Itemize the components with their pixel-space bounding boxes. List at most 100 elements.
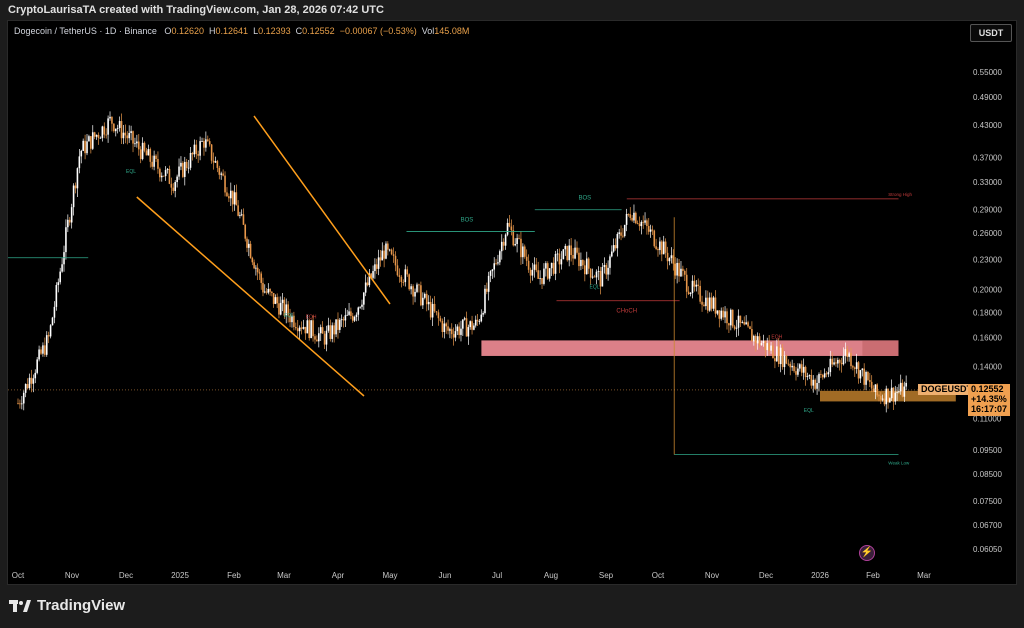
candle-body: [452, 334, 455, 338]
candle-body: [735, 327, 738, 329]
candle-body: [185, 161, 188, 169]
candle-body: [518, 238, 520, 239]
candle-body: [53, 306, 56, 318]
candle-body: [622, 235, 624, 237]
candle-body: [703, 304, 705, 307]
candle-body: [456, 326, 459, 332]
candle-body: [137, 141, 140, 150]
candle-body: [833, 362, 835, 365]
x-tick-label: Nov: [705, 571, 719, 580]
candle-body: [149, 149, 152, 162]
candle-body: [760, 342, 763, 346]
y-tick-label: 0.18000: [973, 308, 1002, 317]
bos-annotation: BOS: [461, 218, 474, 224]
candle-body: [800, 364, 803, 373]
candle-body: [616, 233, 619, 249]
tradingview-logo[interactable]: TradingView: [9, 597, 125, 614]
candle-body: [614, 245, 617, 249]
candle-body: [445, 323, 448, 327]
candle-body: [853, 367, 856, 369]
candle-body: [267, 288, 270, 293]
candle-body: [510, 226, 513, 231]
candle-body: [529, 269, 532, 276]
candle-body: [400, 276, 403, 282]
candle-body: [618, 232, 620, 234]
candle-body: [870, 381, 873, 389]
candle-body: [625, 213, 628, 225]
chart-frame[interactable]: [7, 20, 1017, 585]
candle-body: [120, 121, 123, 139]
candle-body: [116, 127, 119, 129]
candle-body: [812, 379, 815, 386]
candle-body: [153, 155, 155, 167]
candle-body: [379, 257, 382, 261]
candle-body: [787, 363, 790, 365]
y-tick-label: 0.37000: [973, 153, 1002, 162]
x-tick-label: Jun: [439, 571, 452, 580]
candle-body: [269, 288, 271, 292]
y-tick-label: 0.29000: [973, 206, 1002, 215]
candle-body: [582, 260, 584, 266]
candle-body: [351, 315, 354, 321]
symbol-name: Dogecoin / TetherUS · 1D · Binance: [14, 26, 157, 36]
candle-body: [855, 362, 858, 369]
candle-body: [141, 142, 144, 160]
candle-body: [837, 359, 839, 364]
candle-body: [568, 245, 570, 261]
candle-body: [357, 307, 360, 315]
candle-body: [776, 346, 778, 362]
candle-body: [495, 263, 497, 265]
candle-body: [387, 243, 389, 250]
candle-body: [435, 311, 438, 313]
candle-body: [508, 222, 511, 227]
candle-body: [545, 263, 547, 269]
candle-body: [749, 326, 751, 330]
candle-body: [180, 162, 182, 167]
y-tick-label: 0.06050: [973, 545, 1002, 554]
candle-body: [638, 223, 641, 227]
candle-body: [560, 259, 563, 265]
candle-body: [523, 246, 526, 257]
candle-body: [821, 374, 824, 378]
candle-body: [599, 271, 602, 287]
candle-body: [903, 386, 906, 397]
candle-body: [111, 116, 113, 124]
candle-body: [541, 278, 543, 284]
y-tick-label: 0.49000: [973, 93, 1002, 102]
candle-body: [818, 374, 820, 383]
candle-body: [189, 152, 192, 168]
candle-body: [335, 319, 337, 335]
candle-body: [76, 168, 79, 189]
lightning-icon[interactable]: ⚡: [859, 545, 875, 561]
candle-body: [707, 297, 709, 311]
currency-button[interactable]: USDT: [970, 24, 1012, 42]
candle-body: [410, 286, 412, 290]
candle-body: [21, 403, 23, 405]
candle-body: [835, 362, 837, 364]
candle-body: [406, 269, 409, 275]
tradingview-mark-icon: [9, 599, 31, 613]
candle-body: [512, 230, 515, 246]
price-tag-ticker: DOGEUSDT: [918, 384, 972, 395]
candle-body: [471, 321, 473, 330]
candle-body: [404, 269, 407, 283]
candle-body: [126, 135, 129, 139]
candle-body: [392, 254, 395, 256]
candle-body: [814, 379, 816, 389]
eql-annotation: EQL: [284, 313, 294, 319]
candle-body: [533, 264, 536, 270]
candle-body: [631, 217, 633, 221]
candle-body: [68, 219, 71, 223]
candle-body: [462, 319, 464, 329]
candle-body: [662, 241, 665, 255]
candle-body: [454, 331, 457, 338]
candle-body: [19, 403, 21, 405]
candle-body: [848, 353, 850, 357]
candle-body: [597, 271, 600, 272]
candle-body: [758, 336, 761, 346]
strong-high-label: Strong High: [888, 192, 912, 197]
candle-body: [764, 340, 767, 351]
candle-body: [205, 139, 207, 148]
candle-body: [105, 134, 107, 136]
